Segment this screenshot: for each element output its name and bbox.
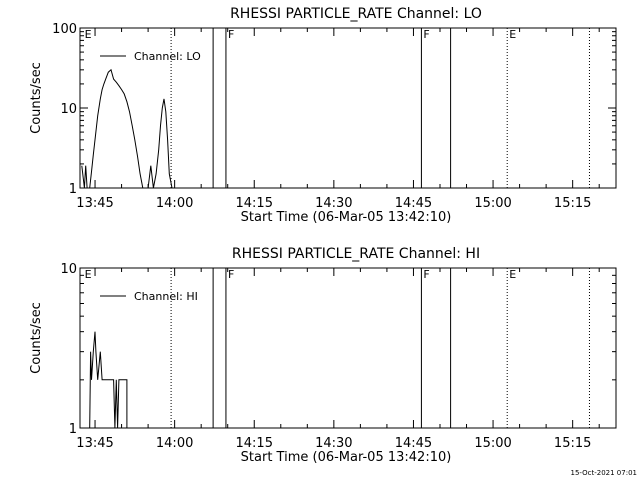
event-label-bottom-0: E xyxy=(85,268,92,281)
x-tick-label-top-4: 14:45 xyxy=(395,196,432,211)
chart-title-bottom: RHESSI PARTICLE_RATE Channel: HI xyxy=(232,246,480,262)
panel-bottom: RHESSI PARTICLE_RATE Channel: HI 1 10 13:45… xyxy=(29,246,617,465)
y-tick-label-bottom-1: 10 xyxy=(60,262,77,277)
series-line-bottom-0 xyxy=(89,331,128,429)
event-label-bottom-6: E xyxy=(509,268,516,281)
plot-frame-bottom xyxy=(79,267,617,429)
legend-label-top: Channel: LO xyxy=(134,50,201,63)
y-axis-label-top: Counts/sec xyxy=(29,62,44,134)
y-tick-label-top-2: 100 xyxy=(52,22,77,37)
event-label-top-6: E xyxy=(509,28,516,41)
x-tick-label-top-0: 13:45 xyxy=(76,196,113,211)
event-label-top-4: F xyxy=(423,28,429,41)
event-label-bottom-4: F xyxy=(423,268,429,281)
x-tick-label-top-1: 14:00 xyxy=(156,196,193,211)
legend-label-bottom: Channel: HI xyxy=(134,290,198,303)
x-tick-label-bottom-1: 14:00 xyxy=(156,436,193,451)
x-axis-label-top: Start Time (06-Mar-05 13:42:10) xyxy=(241,210,452,225)
y-axis-label-bottom: Counts/sec xyxy=(29,302,44,374)
x-tick-label-bottom-6: 15:15 xyxy=(554,436,591,451)
x-tick-label-top-6: 15:15 xyxy=(554,196,591,211)
chart-title-top: RHESSI PARTICLE_RATE Channel: LO xyxy=(230,6,482,22)
x-tick-label-bottom-2: 14:15 xyxy=(236,436,273,451)
x-tick-label-bottom-0: 13:45 xyxy=(76,436,113,451)
panel-top: RHESSI PARTICLE_RATE Channel: LO 1 10 100 13… xyxy=(29,6,617,225)
y-tick-label-bottom-0: 1 xyxy=(69,422,77,437)
event-label-bottom-3: F xyxy=(228,268,234,281)
x-tick-label-top-3: 14:30 xyxy=(315,196,352,211)
y-tick-label-top-1: 10 xyxy=(60,102,77,117)
series-line-top-0 xyxy=(81,68,173,189)
x-axis-label-bottom: Start Time (06-Mar-05 13:42:10) xyxy=(241,450,452,465)
footer-timestamp: 15-Oct-2021 07:01 xyxy=(571,469,637,477)
x-tick-label-bottom-4: 14:45 xyxy=(395,436,432,451)
x-tick-label-top-5: 15:00 xyxy=(474,196,511,211)
y-tick-label-top-0: 1 xyxy=(69,182,77,197)
event-label-top-0: E xyxy=(85,28,92,41)
event-label-top-3: F xyxy=(228,28,234,41)
x-tick-label-top-2: 14:15 xyxy=(236,196,273,211)
x-tick-label-bottom-5: 15:00 xyxy=(474,436,511,451)
x-tick-label-bottom-3: 14:30 xyxy=(315,436,352,451)
